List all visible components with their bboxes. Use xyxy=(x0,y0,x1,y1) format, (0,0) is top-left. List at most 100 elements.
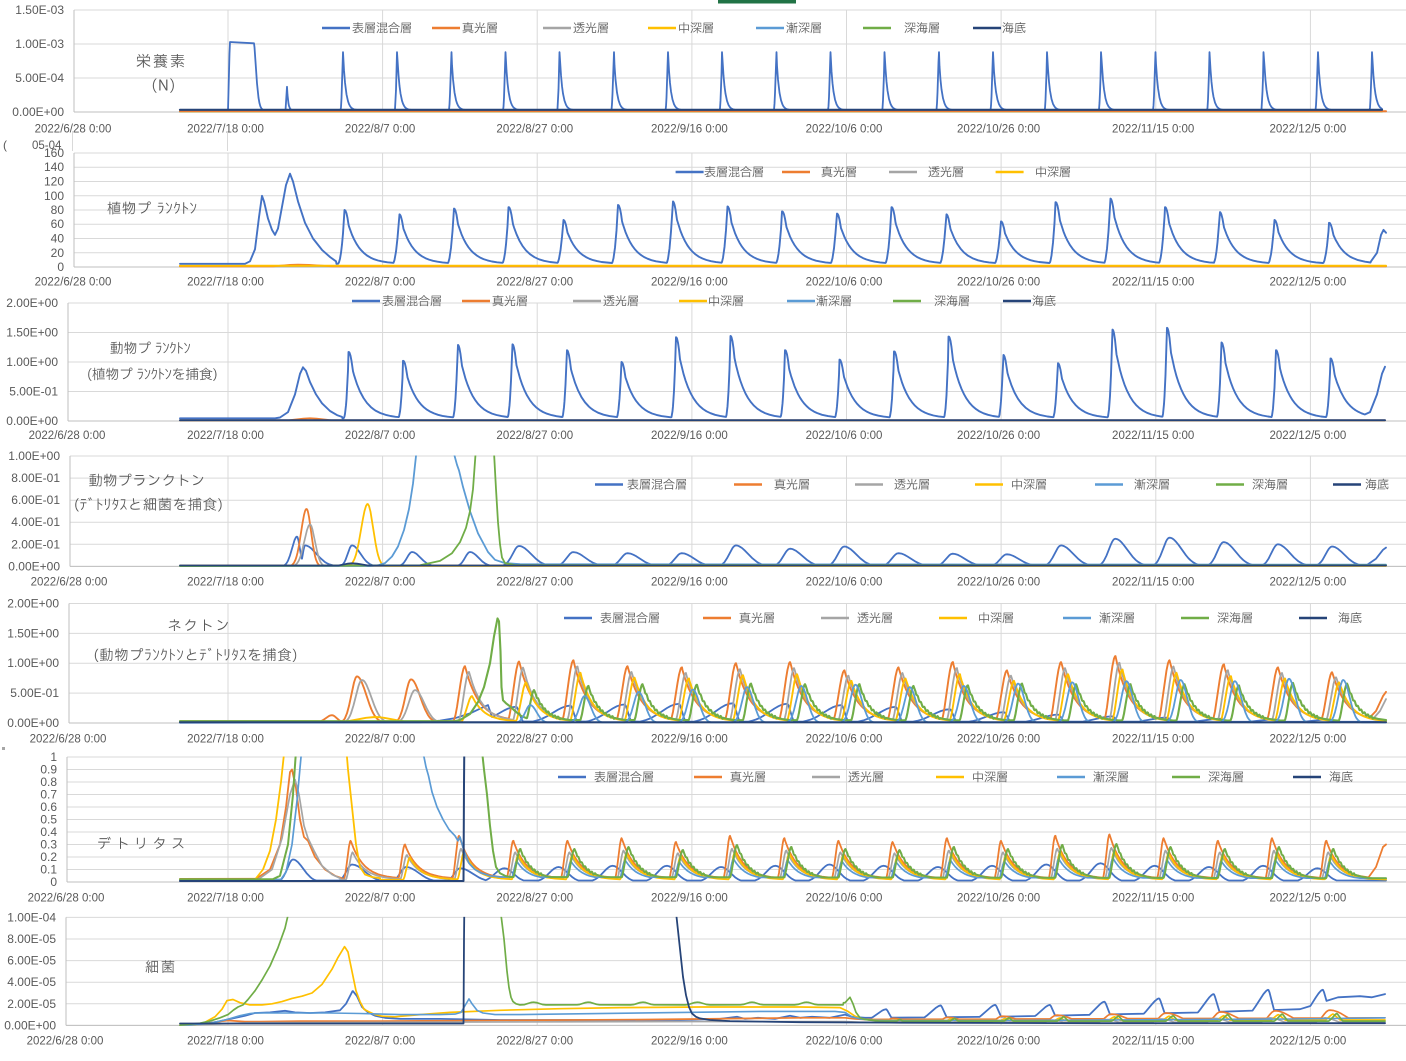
svg-text:2022/11/15 0:00: 2022/11/15 0:00 xyxy=(1112,430,1194,442)
svg-text:1.00E-04: 1.00E-04 xyxy=(7,910,56,924)
svg-text:(: ( xyxy=(3,138,7,152)
svg-text:2022/6/28 0:00: 2022/6/28 0:00 xyxy=(35,124,112,136)
svg-text:2022/10/6 0:00: 2022/10/6 0:00 xyxy=(806,430,883,442)
svg-text:6.00E-05: 6.00E-05 xyxy=(7,954,56,968)
svg-text:0: 0 xyxy=(57,260,64,274)
svg-text:2022/8/7 0:00: 2022/8/7 0:00 xyxy=(345,577,415,589)
svg-text:5.00E-01: 5.00E-01 xyxy=(10,686,59,700)
svg-text:2022/6/28 0:00: 2022/6/28 0:00 xyxy=(28,893,105,905)
svg-text:2022/8/27 0:00: 2022/8/27 0:00 xyxy=(496,277,573,289)
svg-text:2022/7/18 0:00: 2022/7/18 0:00 xyxy=(187,577,264,589)
svg-text:1: 1 xyxy=(50,750,57,764)
svg-text:2022/9/16 0:00: 2022/9/16 0:00 xyxy=(651,277,728,289)
svg-text:2.00E+00: 2.00E+00 xyxy=(6,296,58,310)
svg-text:0.6: 0.6 xyxy=(40,800,57,814)
svg-text:100: 100 xyxy=(44,189,64,203)
svg-text:2022/9/16 0:00: 2022/9/16 0:00 xyxy=(651,430,728,442)
svg-text:1.50E-03: 1.50E-03 xyxy=(15,3,64,17)
svg-text:2022/12/5 0:00: 2022/12/5 0:00 xyxy=(1270,893,1347,905)
svg-text:05-04: 05-04 xyxy=(32,140,62,152)
svg-text:0: 0 xyxy=(50,875,57,889)
svg-text:0.00E+00: 0.00E+00 xyxy=(7,716,59,730)
svg-text:0.3: 0.3 xyxy=(40,838,57,852)
svg-text:2022/10/26 0:00: 2022/10/26 0:00 xyxy=(957,893,1040,905)
svg-text:2022/8/7 0:00: 2022/8/7 0:00 xyxy=(345,124,415,136)
svg-text:0.8: 0.8 xyxy=(40,775,57,789)
svg-text:2022/10/26 0:00: 2022/10/26 0:00 xyxy=(957,430,1040,442)
svg-text:2022/11/15 0:00: 2022/11/15 0:00 xyxy=(1112,1036,1194,1048)
svg-text:2022/8/7 0:00: 2022/8/7 0:00 xyxy=(345,277,415,289)
svg-text:2022/8/27 0:00: 2022/8/27 0:00 xyxy=(496,734,573,746)
svg-text:2022/9/16 0:00: 2022/9/16 0:00 xyxy=(651,577,728,589)
svg-text:2022/10/26 0:00: 2022/10/26 0:00 xyxy=(957,734,1040,746)
svg-text:1.00E+00: 1.00E+00 xyxy=(7,656,59,670)
svg-text:140: 140 xyxy=(44,160,64,174)
svg-text:2022/10/26 0:00: 2022/10/26 0:00 xyxy=(957,1036,1040,1048)
svg-text:2022/8/27 0:00: 2022/8/27 0:00 xyxy=(496,430,573,442)
svg-text:2022/8/27 0:00: 2022/8/27 0:00 xyxy=(496,577,573,589)
svg-text:160: 160 xyxy=(44,146,64,160)
svg-text:2022/12/5 0:00: 2022/12/5 0:00 xyxy=(1270,430,1347,442)
svg-text:20: 20 xyxy=(51,246,65,260)
svg-text:8.00E-01: 8.00E-01 xyxy=(11,471,60,485)
svg-text:2022/12/5 0:00: 2022/12/5 0:00 xyxy=(1270,1036,1347,1048)
svg-text:2022/10/6 0:00: 2022/10/6 0:00 xyxy=(806,277,883,289)
svg-text:0.00E+00: 0.00E+00 xyxy=(4,1018,56,1032)
svg-text:2022/11/15 0:00: 2022/11/15 0:00 xyxy=(1112,734,1194,746)
svg-text:0.00E+00: 0.00E+00 xyxy=(6,414,58,428)
svg-text:120: 120 xyxy=(44,175,64,189)
svg-text:2022/10/26 0:00: 2022/10/26 0:00 xyxy=(957,277,1040,289)
svg-text:2022/12/5 0:00: 2022/12/5 0:00 xyxy=(1270,577,1347,589)
svg-text:2022/11/15 0:00: 2022/11/15 0:00 xyxy=(1112,893,1194,905)
svg-text:2.00E-01: 2.00E-01 xyxy=(11,537,60,551)
svg-text:2022/7/18 0:00: 2022/7/18 0:00 xyxy=(187,430,264,442)
svg-text:0.5: 0.5 xyxy=(40,813,57,827)
svg-text:2022/9/16 0:00: 2022/9/16 0:00 xyxy=(651,893,728,905)
svg-text:0.2: 0.2 xyxy=(40,850,57,864)
svg-text:2022/11/15 0:00: 2022/11/15 0:00 xyxy=(1112,577,1194,589)
svg-text:0.00E+00: 0.00E+00 xyxy=(8,559,60,573)
svg-text:2022/6/28 0:00: 2022/6/28 0:00 xyxy=(35,277,112,289)
svg-text:2022/8/7 0:00: 2022/8/7 0:00 xyxy=(345,734,415,746)
svg-text:2022/10/6 0:00: 2022/10/6 0:00 xyxy=(806,734,883,746)
svg-text:1.50E+00: 1.50E+00 xyxy=(6,326,58,340)
svg-text:2022/8/27 0:00: 2022/8/27 0:00 xyxy=(496,124,573,136)
svg-text:2022/6/28 0:00: 2022/6/28 0:00 xyxy=(27,1036,104,1048)
svg-text:2.00E+00: 2.00E+00 xyxy=(7,597,59,611)
svg-text:0.9: 0.9 xyxy=(40,763,57,777)
svg-text:2022/9/16 0:00: 2022/9/16 0:00 xyxy=(651,1036,728,1048)
svg-text:2022/11/15 0:00: 2022/11/15 0:00 xyxy=(1112,124,1194,136)
svg-text:2022/12/5 0:00: 2022/12/5 0:00 xyxy=(1270,277,1347,289)
svg-text:2022/10/6 0:00: 2022/10/6 0:00 xyxy=(806,1036,883,1048)
svg-text:2022/10/6 0:00: 2022/10/6 0:00 xyxy=(806,124,883,136)
svg-text:6.00E-01: 6.00E-01 xyxy=(11,493,60,507)
svg-text:2022/8/27 0:00: 2022/8/27 0:00 xyxy=(496,1036,573,1048)
svg-text:2022/8/7 0:00: 2022/8/7 0:00 xyxy=(345,1036,415,1048)
svg-text:2022/7/18 0:00: 2022/7/18 0:00 xyxy=(187,277,264,289)
svg-text:60: 60 xyxy=(51,217,65,231)
svg-text:2022/10/26 0:00: 2022/10/26 0:00 xyxy=(957,577,1040,589)
svg-text:0.4: 0.4 xyxy=(40,825,57,839)
svg-text:4.00E-01: 4.00E-01 xyxy=(11,515,60,529)
svg-text:2022/7/18 0:00: 2022/7/18 0:00 xyxy=(187,1036,264,1048)
svg-text:2022/10/26 0:00: 2022/10/26 0:00 xyxy=(957,124,1040,136)
svg-text:2022/10/6 0:00: 2022/10/6 0:00 xyxy=(806,893,883,905)
svg-text:1.50E+00: 1.50E+00 xyxy=(7,626,59,640)
svg-text:2022/6/28 0:00: 2022/6/28 0:00 xyxy=(31,577,108,589)
svg-text:0.7: 0.7 xyxy=(40,788,57,802)
svg-text:40: 40 xyxy=(51,232,65,246)
svg-text:1.00E+00: 1.00E+00 xyxy=(8,449,60,463)
svg-text:1.00E+00: 1.00E+00 xyxy=(6,355,58,369)
svg-text:8.00E-05: 8.00E-05 xyxy=(7,932,56,946)
svg-text:2022/7/18 0:00: 2022/7/18 0:00 xyxy=(187,124,264,136)
svg-text:5.00E-04: 5.00E-04 xyxy=(15,71,64,85)
svg-text:80: 80 xyxy=(51,203,65,217)
svg-text:2022/9/16 0:00: 2022/9/16 0:00 xyxy=(651,124,728,136)
svg-text:2022/10/6 0:00: 2022/10/6 0:00 xyxy=(806,577,883,589)
svg-text:2022/6/28 0:00: 2022/6/28 0:00 xyxy=(29,430,106,442)
svg-text:2022/8/7 0:00: 2022/8/7 0:00 xyxy=(345,430,415,442)
svg-text:2022/8/7 0:00: 2022/8/7 0:00 xyxy=(345,893,415,905)
svg-text:2022/8/27 0:00: 2022/8/27 0:00 xyxy=(496,893,573,905)
svg-text:4.00E-05: 4.00E-05 xyxy=(7,975,56,989)
svg-text:2022/12/5 0:00: 2022/12/5 0:00 xyxy=(1270,734,1347,746)
